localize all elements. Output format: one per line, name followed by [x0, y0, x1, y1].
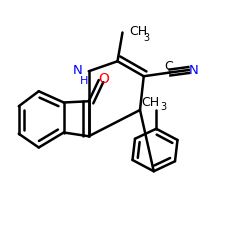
Text: O: O	[98, 72, 109, 86]
Text: N: N	[188, 64, 198, 76]
Text: H: H	[80, 76, 88, 86]
Text: CH: CH	[129, 25, 147, 38]
Text: CH: CH	[141, 96, 159, 109]
Text: N: N	[73, 64, 83, 76]
Text: C: C	[164, 60, 173, 74]
Text: 3: 3	[161, 102, 167, 113]
Text: 3: 3	[143, 33, 149, 43]
